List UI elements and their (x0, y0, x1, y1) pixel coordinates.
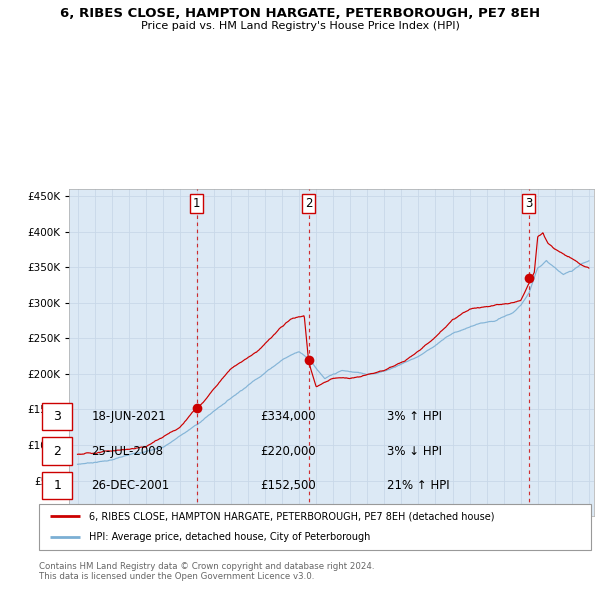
Text: 1: 1 (53, 478, 61, 492)
Text: £152,500: £152,500 (260, 478, 316, 492)
Text: 3: 3 (53, 410, 61, 424)
Text: 18-JUN-2021: 18-JUN-2021 (91, 410, 166, 424)
Text: 26-DEC-2001: 26-DEC-2001 (91, 478, 170, 492)
Text: 1: 1 (193, 197, 200, 210)
Text: 3: 3 (525, 197, 532, 210)
Text: 6, RIBES CLOSE, HAMPTON HARGATE, PETERBOROUGH, PE7 8EH: 6, RIBES CLOSE, HAMPTON HARGATE, PETERBO… (60, 7, 540, 20)
Text: £220,000: £220,000 (260, 444, 316, 458)
Text: 21% ↑ HPI: 21% ↑ HPI (387, 478, 449, 492)
Bar (42, 437, 72, 465)
Text: Price paid vs. HM Land Registry's House Price Index (HPI): Price paid vs. HM Land Registry's House … (140, 21, 460, 31)
Text: 25-JUL-2008: 25-JUL-2008 (91, 444, 163, 458)
Bar (42, 471, 72, 499)
Text: 3% ↓ HPI: 3% ↓ HPI (387, 444, 442, 458)
Text: 2: 2 (305, 197, 313, 210)
Bar (42, 403, 72, 431)
Text: 3% ↑ HPI: 3% ↑ HPI (387, 410, 442, 424)
Text: £334,000: £334,000 (260, 410, 316, 424)
Text: 2: 2 (53, 444, 61, 458)
Text: HPI: Average price, detached house, City of Peterborough: HPI: Average price, detached house, City… (89, 532, 370, 542)
Text: 6, RIBES CLOSE, HAMPTON HARGATE, PETERBOROUGH, PE7 8EH (detached house): 6, RIBES CLOSE, HAMPTON HARGATE, PETERBO… (89, 512, 494, 522)
Text: Contains HM Land Registry data © Crown copyright and database right 2024.: Contains HM Land Registry data © Crown c… (39, 562, 374, 571)
Text: This data is licensed under the Open Government Licence v3.0.: This data is licensed under the Open Gov… (39, 572, 314, 581)
